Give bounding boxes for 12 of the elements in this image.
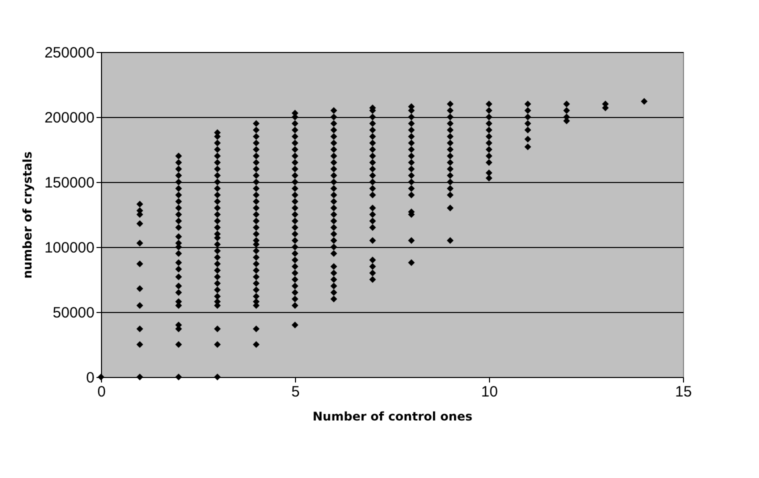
y-tick-label: 200000	[44, 110, 94, 126]
y-tick-label: 250000	[44, 44, 94, 62]
y-axis-title: number of crystals	[20, 151, 34, 279]
x-tick-label: 10	[481, 384, 498, 400]
x-tick-label: 0	[97, 384, 106, 400]
y-tick-label: 50000	[52, 304, 94, 322]
x-tick-label: 5	[291, 384, 300, 400]
x-tick-label: 15	[675, 384, 692, 400]
y-tick-label: 0	[86, 370, 94, 386]
y-tick-label: 100000	[44, 240, 94, 256]
x-axis-title: Number of control ones	[312, 410, 472, 424]
y-tick-label: 150000	[44, 174, 94, 192]
